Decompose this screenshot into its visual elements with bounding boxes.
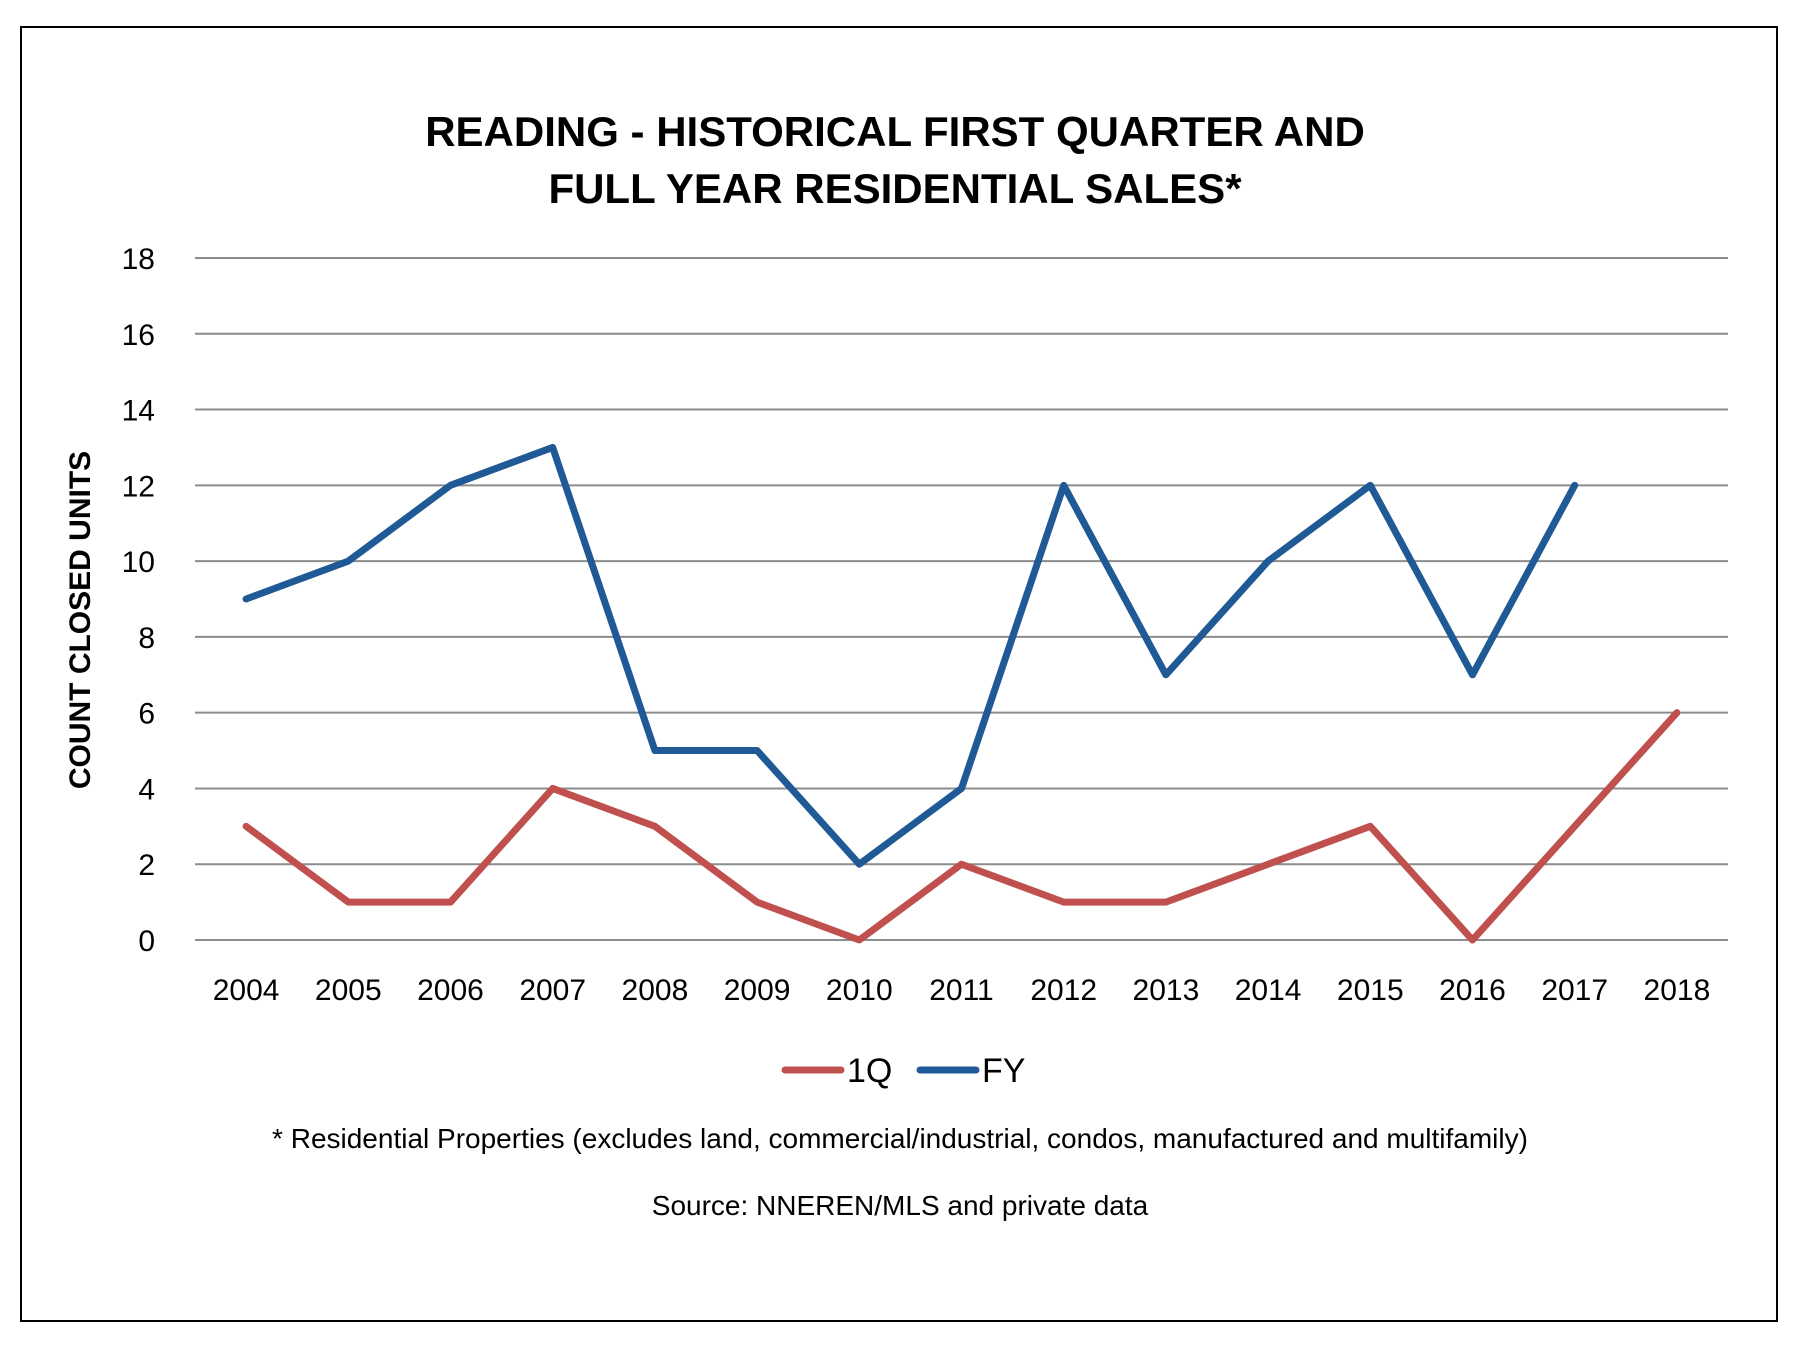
series-lines [242,443,1681,944]
x-tick-label: 2005 [315,974,382,1007]
x-tick-label: 2016 [1439,974,1506,1007]
y-tick-label: 2 [138,849,155,882]
y-tick-label: 8 [138,622,155,655]
y-tick-label: 6 [138,698,155,731]
x-tick-label: 2017 [1541,974,1608,1007]
legend: 1Q FY [781,1052,1025,1090]
x-tick-label: 2015 [1337,974,1404,1007]
y-tick-label: 16 [122,319,155,352]
y-axis-label: COUNT CLOSED UNITS [64,451,97,789]
gridlines [195,257,1728,941]
y-tick-label: 4 [138,773,155,806]
chart-title-line-2: FULL YEAR RESIDENTIAL SALES* [548,165,1242,212]
legend-label-fy: FY [982,1052,1025,1090]
x-tick-label: 2018 [1644,974,1711,1007]
x-tick-label: 2012 [1030,974,1097,1007]
x-tick-label: 2010 [826,974,893,1007]
y-tick-label: 18 [122,243,155,276]
x-tick-label: 2008 [622,974,689,1007]
x-tick-label: 2009 [724,974,791,1007]
chart-frame [20,26,1778,1322]
y-tick-labels: 0 2 4 6 8 10 12 14 16 18 [122,243,155,958]
source-note: Source: NNEREN/MLS and private data [652,1190,1149,1221]
x-tick-label: 2013 [1133,974,1200,1007]
x-tick-label: 2004 [213,974,280,1007]
x-tick-labels: 2004 2005 2006 2007 2008 2009 2010 2011 2012 2013… [213,974,1711,1007]
x-tick-label: 2007 [519,974,586,1007]
series-line-fy [242,443,1579,868]
y-tick-label: 10 [122,546,155,579]
y-tick-label: 12 [122,470,155,503]
footnote: * Residential Properties (excludes land,… [272,1123,1528,1154]
x-tick-label: 2006 [417,974,484,1007]
y-tick-label: 0 [138,925,155,958]
series-line-1q [242,709,1681,944]
legend-label-1q: 1Q [847,1052,892,1090]
x-tick-label: 2014 [1235,974,1302,1007]
x-tick-label: 2011 [929,974,994,1007]
chart-title-line-1: READING - HISTORICAL FIRST QUARTER AND [425,108,1365,155]
y-tick-label: 14 [122,395,155,428]
